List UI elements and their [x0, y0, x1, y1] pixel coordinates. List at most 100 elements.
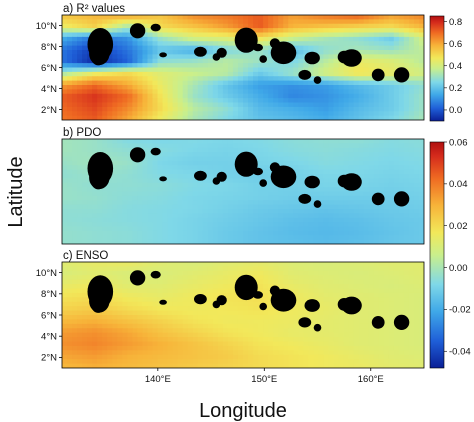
heatmap-cell	[132, 63, 139, 69]
heatmap-cell	[398, 275, 405, 281]
heatmap-cell	[328, 139, 335, 144]
heatmap-cell	[227, 58, 234, 64]
heatmap-cell	[348, 319, 355, 325]
heatmap-cell	[363, 262, 370, 268]
heatmap-cell	[117, 67, 123, 73]
heatmap-cell	[112, 239, 118, 244]
heatmap-cell	[298, 98, 304, 104]
heatmap-cell	[383, 323, 390, 329]
heatmap-cell	[358, 310, 365, 316]
heatmap-cell	[263, 160, 269, 166]
heatmap-cell	[408, 288, 415, 294]
heatmap-cell	[92, 209, 98, 214]
heatmap-cell	[172, 50, 179, 55]
heatmap-cell	[263, 235, 269, 241]
heatmap-cell	[132, 45, 139, 51]
heatmap-cell	[67, 85, 73, 90]
heatmap-cell	[232, 226, 239, 232]
heatmap-cell	[162, 235, 169, 241]
heatmap-cell	[368, 115, 375, 120]
heatmap-cell	[373, 165, 380, 171]
heatmap-cell	[263, 195, 269, 201]
heatmap-cell	[167, 222, 174, 228]
heatmap-cell	[298, 262, 304, 268]
heatmap-cell	[388, 36, 395, 42]
heatmap-cell	[418, 230, 424, 236]
heatmap-cell	[373, 213, 380, 219]
heatmap-cell	[142, 54, 149, 60]
heatmap-cell	[102, 319, 108, 325]
heatmap-cell	[308, 45, 314, 51]
heatmap-cell	[197, 226, 204, 232]
heatmap-cell	[77, 174, 83, 179]
heatmap-cell	[358, 152, 365, 158]
heatmap-cell	[112, 89, 118, 95]
heatmap-cell	[182, 319, 189, 325]
heatmap-cell	[368, 239, 375, 244]
heatmap-cell	[333, 182, 340, 188]
heatmap-cell	[217, 23, 224, 29]
heatmap-cell	[418, 58, 424, 64]
heatmap-cell	[192, 19, 199, 25]
heatmap-cell	[333, 111, 340, 117]
heatmap-cell	[318, 165, 325, 171]
heatmap-cell	[318, 98, 325, 104]
heatmap-cell	[333, 80, 340, 86]
heatmap-cell	[243, 332, 249, 338]
heatmap-cell	[122, 187, 128, 193]
heatmap-cell	[102, 187, 108, 193]
heatmap-cell	[222, 102, 229, 108]
heatmap-cell	[383, 191, 390, 197]
heatmap-cell	[298, 270, 304, 276]
heatmap-cell	[227, 165, 234, 171]
heatmap-cell	[187, 93, 194, 99]
heatmap-cell	[187, 80, 194, 86]
heatmap-cell	[403, 292, 410, 298]
heatmap-cell	[72, 28, 78, 34]
heatmap-cell	[283, 102, 289, 108]
heatmap-cell	[338, 102, 345, 108]
heatmap-cell	[388, 200, 395, 206]
heatmap-cell	[127, 182, 133, 188]
heatmap-cell	[177, 63, 184, 69]
heatmap-cell	[192, 235, 199, 241]
heatmap-cell	[333, 315, 340, 321]
heatmap-cell	[82, 178, 88, 184]
heatmap-cell	[273, 226, 279, 232]
heatmap-cell	[248, 332, 254, 338]
heatmap-cell	[212, 152, 219, 158]
heatmap-cell	[333, 301, 340, 307]
heatmap-cell	[408, 275, 415, 281]
heatmap-cell	[72, 350, 78, 356]
heatmap-cell	[137, 76, 144, 82]
heatmap-cell	[268, 213, 274, 219]
heatmap-cell	[112, 93, 118, 99]
heatmap-cell	[248, 93, 254, 99]
heatmap-cell	[172, 67, 179, 73]
heatmap-cell	[112, 226, 118, 232]
heatmap-cell	[338, 226, 345, 232]
heatmap-cell	[298, 54, 304, 60]
heatmap-cell	[182, 85, 189, 90]
heatmap-cell	[353, 45, 360, 51]
heatmap-cell	[217, 191, 224, 197]
heatmap-cell	[358, 169, 365, 175]
heatmap-cell	[122, 58, 128, 64]
heatmap-cell	[172, 41, 179, 47]
heatmap-cell	[418, 191, 424, 197]
heatmap-cell	[177, 182, 184, 188]
heatmap-cell	[278, 337, 284, 343]
heatmap-cell	[87, 341, 93, 347]
heatmap-cell	[187, 89, 194, 95]
heatmap-cell	[97, 319, 103, 325]
heatmap-cell	[243, 85, 249, 90]
heatmap-cell	[378, 204, 385, 210]
heatmap-cell	[102, 85, 108, 90]
heatmap-cell	[348, 262, 355, 268]
heatmap-cell	[112, 213, 118, 219]
heatmap-cell	[177, 213, 184, 219]
heatmap-cell	[227, 156, 234, 162]
heatmap-cell	[132, 143, 139, 149]
heatmap-cell	[77, 222, 83, 228]
heatmap-cell	[343, 102, 350, 108]
